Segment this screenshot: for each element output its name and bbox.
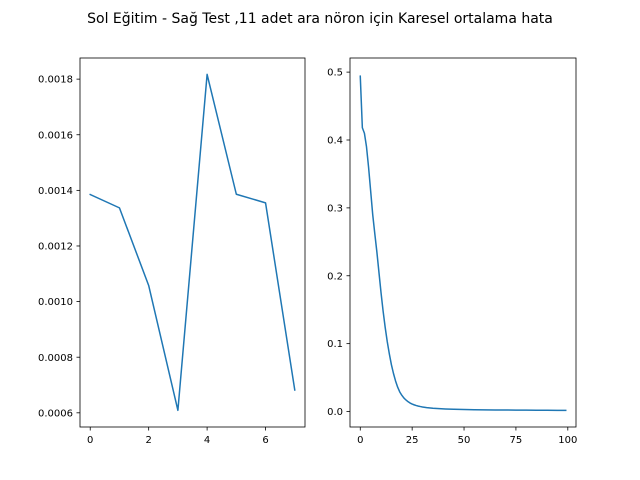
y-tick-label: 0.4 <box>327 136 343 147</box>
series-line-0-0 <box>89 73 296 412</box>
x-tick-label: 2 <box>145 435 151 446</box>
axes-frame-1 <box>349 57 577 428</box>
axes-frame-0 <box>79 57 306 428</box>
y-tick-label: 0.2 <box>327 271 343 282</box>
x-tick-label: 0 <box>87 435 93 446</box>
y-tick-label: 0.0006 <box>38 408 73 419</box>
x-tick-label: 25 <box>406 435 419 446</box>
y-tick-label: 0.3 <box>327 203 343 214</box>
left-subplot-training-error: 0 2 4 6 0.0006 0.0008 0.0010 0.0012 0.0014 0.0016… <box>38 57 306 446</box>
y-tick-label: 0.0018 <box>38 75 73 86</box>
figure-suptitle: Sol Eğitim - Sağ Test ,11 adet ara nöron… <box>87 11 553 27</box>
series-line-1-0 <box>359 75 567 412</box>
y-tick-label: 0.0008 <box>38 353 73 364</box>
y-tick-label: 0.0 <box>327 407 343 418</box>
x-tick-label: 4 <box>204 435 210 446</box>
x-tick-label: 75 <box>510 435 523 446</box>
y-tick-label: 0.0012 <box>38 242 73 253</box>
x-tick-label: 0 <box>357 435 363 446</box>
x-tick-label: 6 <box>262 435 268 446</box>
x-tick-label: 50 <box>458 435 471 446</box>
right-subplot-test-error: 0 25 50 75 100 0.0 0.1 0.2 0.3 0.4 0.5 <box>327 57 577 446</box>
y-tick-label: 0.5 <box>327 68 343 79</box>
x-tick-label: 100 <box>558 435 577 446</box>
y-tick-label: 0.0016 <box>38 130 73 141</box>
y-tick-label: 0.1 <box>327 339 343 350</box>
y-tick-label: 0.0014 <box>38 186 73 197</box>
y-tick-label: 0.0010 <box>38 297 73 308</box>
